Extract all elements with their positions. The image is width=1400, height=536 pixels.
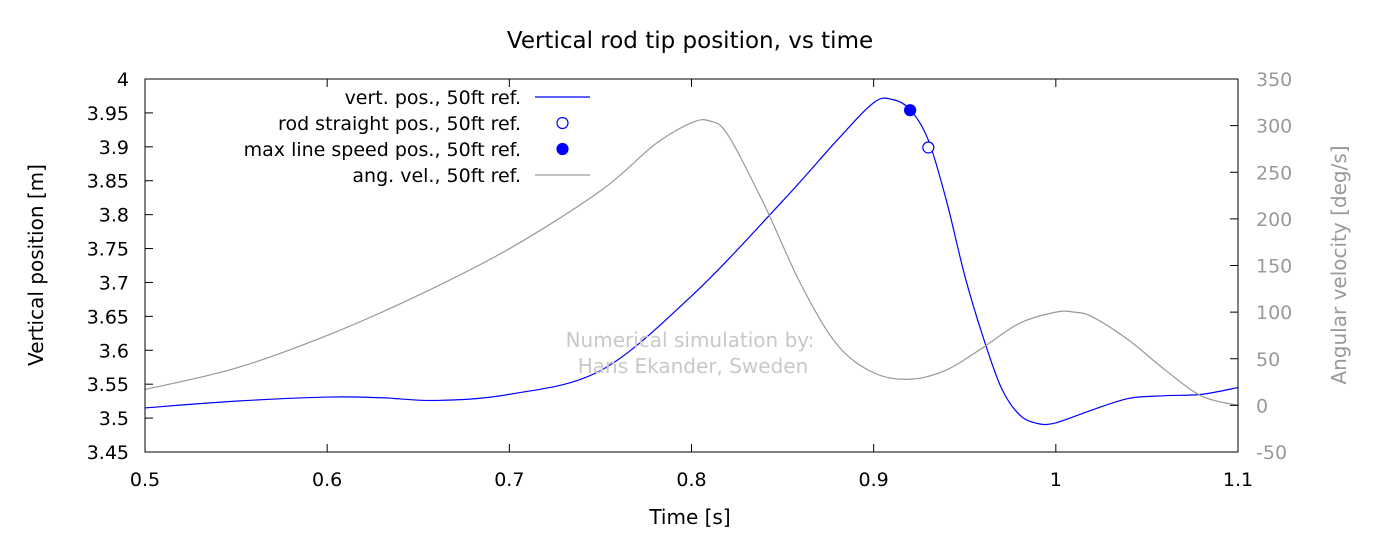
y-tick-label: 3.6 (99, 340, 129, 362)
y2-tick-label: 50 (1256, 349, 1280, 371)
legend-label: ang. vel., 50ft ref. (352, 165, 521, 187)
y2-tick-label: 350 (1256, 69, 1292, 91)
y-tick-label: 3.95 (87, 103, 129, 125)
legend: vert. pos., 50ft ref. rod straight pos., … (244, 87, 590, 187)
y2-tick-label: 150 (1256, 256, 1292, 278)
watermark-line-2: Hans Ekander, Sweden (578, 354, 809, 378)
legend-swatch-marker (556, 142, 569, 156)
y2-tick-label: 0 (1256, 395, 1268, 417)
y2-axis-ticks: -50 0 50 100 150 200 250 300 350 (1230, 69, 1292, 464)
y-tick-label: 3.65 (87, 306, 129, 328)
watermark-line-1: Numerical simulation by: (566, 328, 815, 352)
plot-lines (144, 97, 1239, 426)
y-tick-label: 3.75 (87, 239, 129, 261)
x-tick-label: 0.7 (494, 469, 524, 491)
y2-tick-label: -50 (1256, 442, 1287, 464)
legend-label: rod straight pos., 50ft ref. (278, 113, 521, 135)
chart-title: Vertical rod tip position, vs time (507, 28, 873, 54)
x-tick-label: 1.1 (1223, 469, 1253, 491)
y2-tick-label: 300 (1256, 116, 1292, 138)
x-tick-label: 0.9 (859, 469, 889, 491)
x-tick-label: 0.5 (130, 469, 160, 491)
legend-swatch-marker (556, 116, 569, 130)
y-tick-label: 3.85 (87, 171, 129, 193)
y-tick-label: 3.45 (87, 442, 129, 464)
x-tick-label: 1 (1050, 469, 1062, 491)
y-tick-label: 3.9 (99, 137, 129, 159)
y2-axis-label: Angular velocity [deg/s] (1327, 145, 1351, 384)
series-point-1 (922, 141, 935, 154)
y2-tick-label: 200 (1256, 209, 1292, 231)
y-tick-label: 3.8 (99, 205, 129, 227)
series-point-2 (903, 104, 917, 117)
x-tick-label: 0.6 (312, 469, 342, 491)
y2-tick-label: 100 (1256, 302, 1292, 324)
y-tick-label: 3.55 (87, 374, 129, 396)
x-axis-ticks: 0.5 0.6 0.7 0.8 0.9 1 1.1 (130, 79, 1253, 491)
legend-label: max line speed pos., 50ft ref. (244, 139, 521, 161)
y2-tick-label: 250 (1256, 162, 1292, 184)
legend-label: vert. pos., 50ft ref. (345, 87, 521, 109)
y-axis-label: Vertical position [m] (24, 164, 48, 366)
y-tick-label: 3.5 (99, 408, 129, 430)
y-axis-ticks: 3.45 3.5 3.55 3.6 3.65 3.7 3.75 3.8 3.85 3.9 3.95 4 (87, 69, 153, 464)
y-tick-label: 3.7 (99, 272, 129, 294)
series-line-3 (144, 119, 1239, 406)
x-tick-label: 0.8 (676, 469, 706, 491)
x-axis-label: Time [s] (648, 505, 730, 529)
y-tick-label: 4 (117, 69, 129, 91)
